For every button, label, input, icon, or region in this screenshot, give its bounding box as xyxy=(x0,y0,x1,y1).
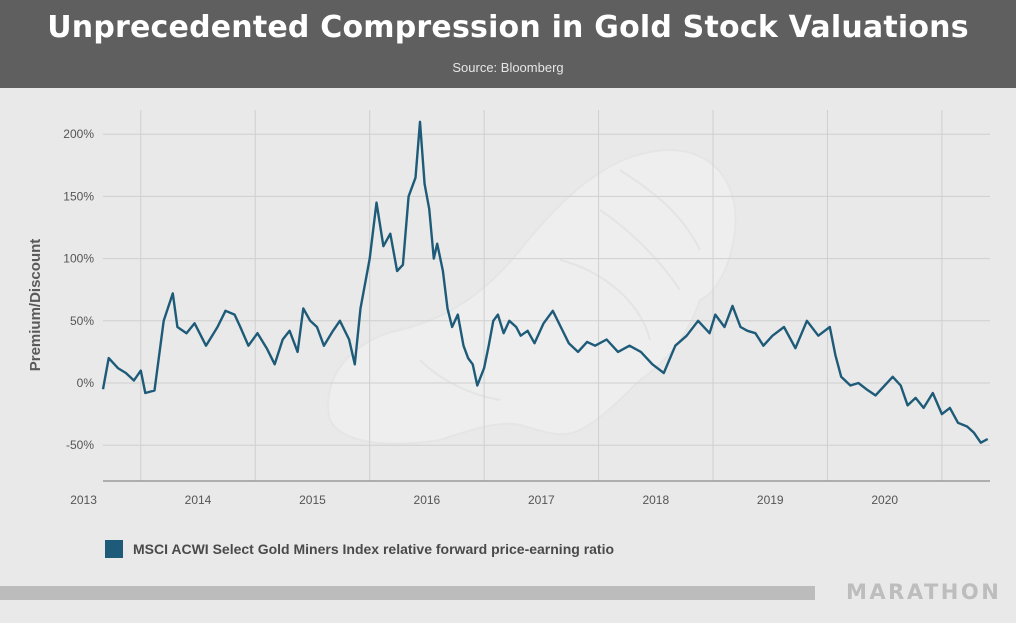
x-tick-labels: 2013 2014 2015 2016 2017 2018 2019 2020 xyxy=(70,493,898,507)
gridlines xyxy=(103,110,990,481)
y-tick-label: 150% xyxy=(63,189,94,203)
x-tick-label: 2016 xyxy=(414,493,441,507)
brand-logo: MARATHON xyxy=(846,580,1002,604)
chart-source: Source: Bloomberg xyxy=(452,60,564,75)
y-tick-label: -50% xyxy=(66,438,94,452)
x-tick-label: 2015 xyxy=(299,493,326,507)
legend: MSCI ACWI Select Gold Miners Index relat… xyxy=(105,539,614,559)
y-axis-label: Premium/Discount xyxy=(27,239,44,372)
chart-header: Unprecedented Compression in Gold Stock … xyxy=(0,0,1016,88)
x-tick-label: 2020 xyxy=(871,493,898,507)
y-tick-label: 0% xyxy=(77,376,95,390)
footer-bar xyxy=(0,586,815,600)
x-tick-label: 2014 xyxy=(185,493,212,507)
legend-label: MSCI ACWI Select Gold Miners Index relat… xyxy=(133,541,615,557)
x-tick-label: 2019 xyxy=(757,493,784,507)
x-tick-label: 2018 xyxy=(642,493,669,507)
chart-title: Unprecedented Compression in Gold Stock … xyxy=(47,10,969,45)
watermark-lion-icon xyxy=(327,148,737,445)
y-tick-label: 200% xyxy=(63,127,94,141)
x-tick-label: 2013 xyxy=(70,493,97,507)
y-tick-labels: -50% 0% 50% 100% 150% 200% xyxy=(63,127,94,452)
series-line xyxy=(101,120,989,444)
chart-area: -50%0%50%100%150%200% 2013 2014 2015 2016 20… xyxy=(27,110,990,507)
y-tick-label: 50% xyxy=(70,314,94,328)
y-tick-label: 100% xyxy=(63,252,94,266)
legend-swatch xyxy=(105,540,123,558)
x-tick-label: 2017 xyxy=(528,493,555,507)
